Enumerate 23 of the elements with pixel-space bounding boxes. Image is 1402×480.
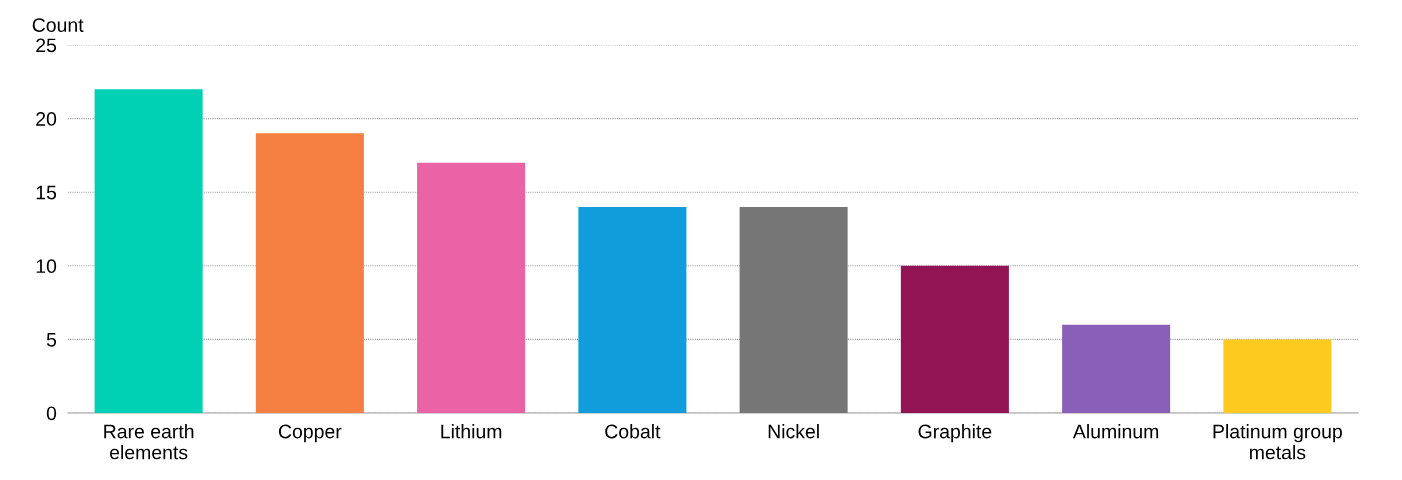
y-tick-label: 0 — [46, 406, 57, 421]
y-tick-label: 5 — [46, 333, 57, 347]
y-tick-label: 20 — [36, 112, 57, 126]
y-tick-label: 10 — [36, 259, 57, 274]
x-tick-label: Aluminum — [1072, 424, 1159, 439]
bar — [1223, 339, 1332, 413]
x-tick-label: Graphite — [918, 424, 992, 443]
bar — [417, 162, 526, 413]
bar — [578, 206, 687, 413]
y-tick-label: 15 — [36, 185, 57, 200]
bar — [255, 133, 364, 413]
x-tick-label: Platinum group metals — [1213, 424, 1342, 460]
x-tick-label: Nickel — [768, 424, 819, 439]
x-tick-label: Lithium — [441, 424, 502, 439]
bar — [94, 89, 203, 413]
bar — [739, 206, 848, 413]
x-tick-label: Copper — [278, 424, 342, 443]
x-tick-label: Rare earth elements — [104, 424, 194, 460]
y-axis-title: Count — [32, 18, 84, 32]
bar — [900, 265, 1009, 413]
bar — [1062, 324, 1171, 413]
x-tick-label: Cobalt — [605, 424, 661, 439]
y-tick-label: 25 — [36, 38, 57, 53]
